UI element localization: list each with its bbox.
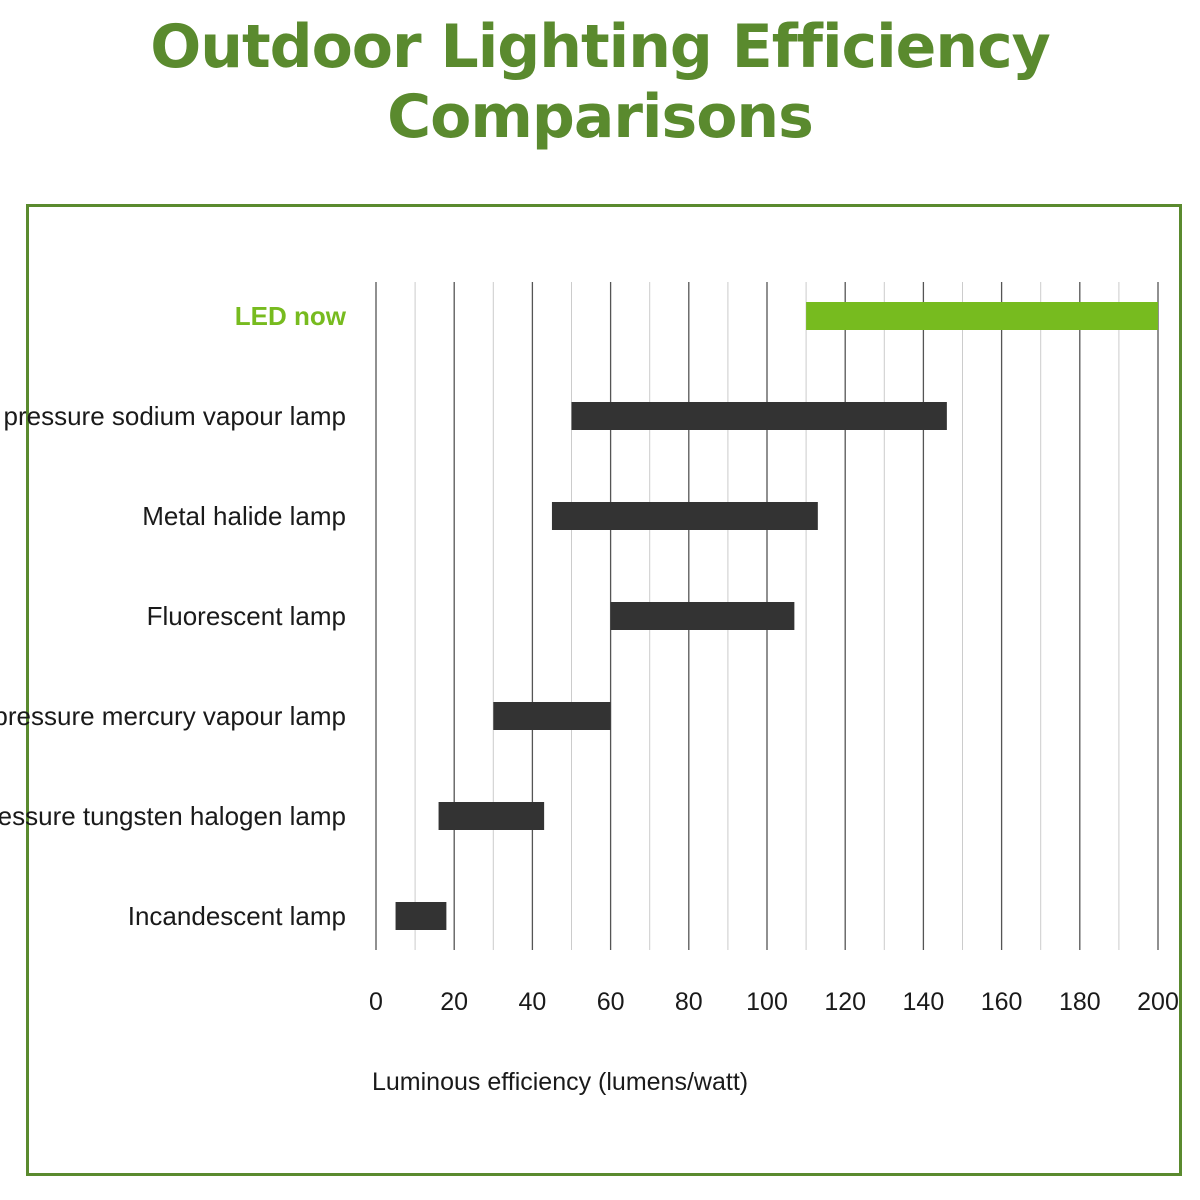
x-tick-label: 180	[1059, 988, 1101, 1016]
x-tick-label: 100	[746, 988, 788, 1016]
range-bar	[395, 902, 447, 930]
x-tick-label: 60	[597, 988, 625, 1016]
category-label: High pressure mercury vapour lamp	[0, 701, 346, 731]
category-label: Fluorescent lamp	[147, 601, 346, 631]
x-tick-label: 40	[518, 988, 546, 1016]
category-label: Low-pressure tungsten halogen lamp	[0, 801, 346, 831]
x-tick-label: 0	[369, 988, 383, 1016]
x-tick-label: 200	[1137, 988, 1179, 1016]
x-tick-label: 20	[440, 988, 468, 1016]
category-label: LED now	[235, 301, 347, 331]
chart-frame	[26, 204, 1182, 1176]
x-tick-label: 140	[903, 988, 945, 1016]
x-axis-title: Luminous efficiency (lumens/watt)	[372, 1068, 748, 1096]
x-tick-label: 80	[675, 988, 703, 1016]
range-bar	[610, 602, 795, 630]
category-label: High pressure sodium vapour lamp	[0, 401, 346, 431]
x-tick-label: 160	[981, 988, 1023, 1016]
range-bar	[493, 702, 611, 730]
page-title: Outdoor Lighting Efficiency Comparisons	[150, 12, 1051, 152]
category-label: Incandescent lamp	[128, 901, 346, 931]
highlight-bar	[806, 302, 1158, 330]
x-tick-label: 120	[824, 988, 866, 1016]
range-bar	[438, 802, 545, 830]
range-bar	[551, 502, 818, 530]
category-label: Metal halide lamp	[142, 501, 346, 531]
range-bar	[571, 402, 947, 430]
